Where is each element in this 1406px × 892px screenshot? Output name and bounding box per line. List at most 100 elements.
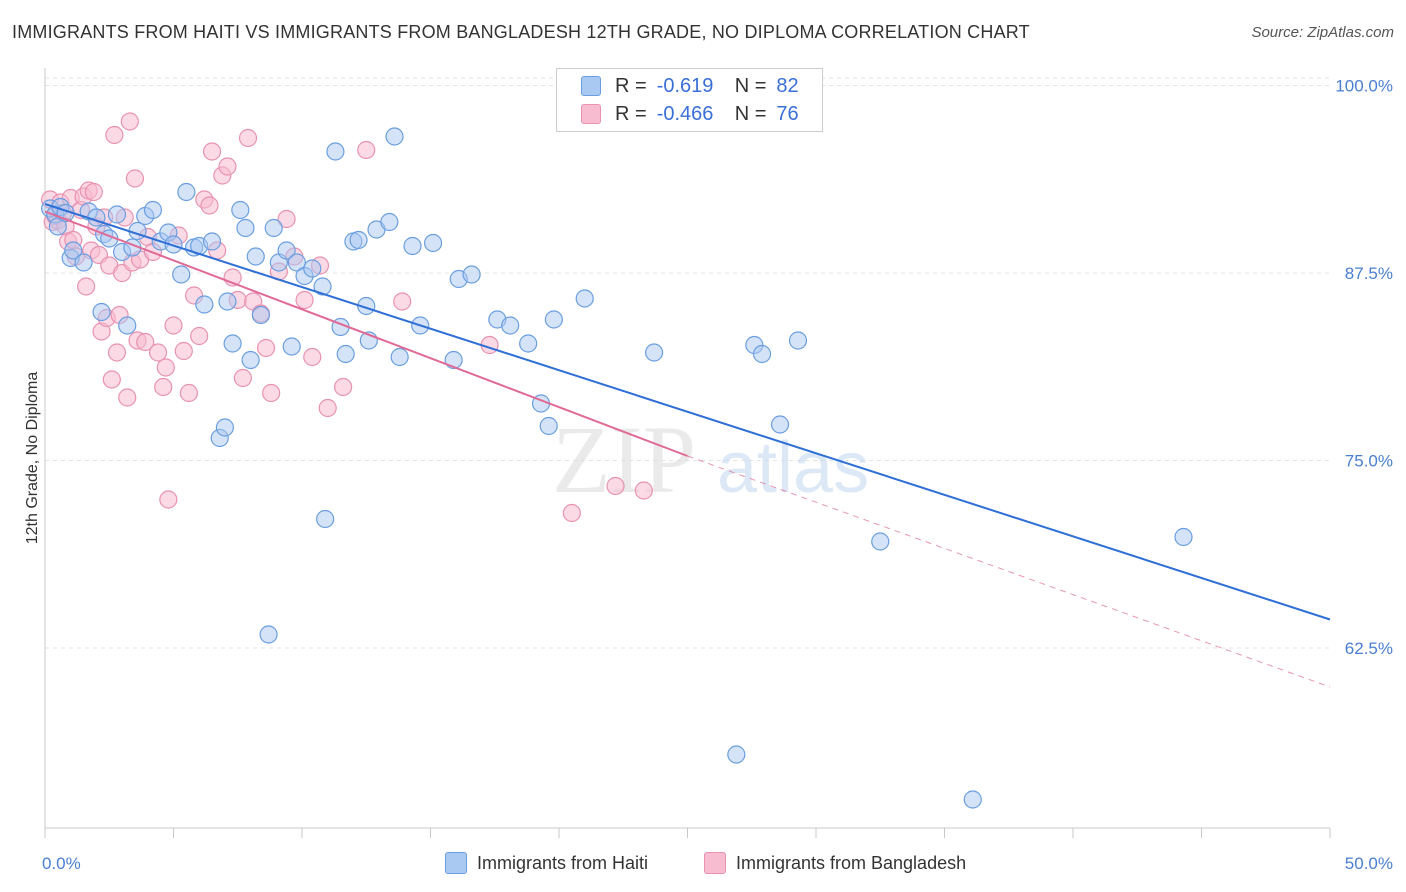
haiti-point-2 (48, 217, 67, 236)
chart-title: IMMIGRANTS FROM HAITI VS IMMIGRANTS FROM… (12, 22, 1030, 42)
haiti-point-32 (223, 334, 242, 353)
bangladesh-swatch (581, 104, 601, 124)
haiti-point-42 (282, 337, 301, 356)
haiti-point-13 (107, 205, 127, 224)
bangladesh-point-57 (238, 128, 258, 148)
haiti-point-47 (316, 509, 335, 529)
bangladesh-legend-label: Immigrants from Bangladesh (736, 852, 967, 873)
bangladesh-point-32 (125, 169, 145, 188)
bangladesh-r-label: R = (615, 102, 647, 125)
bangladesh-trend-extension (687, 455, 1331, 688)
bangladesh-point-38 (148, 343, 168, 362)
haiti-point-66 (501, 316, 520, 335)
bangladesh-point-35 (136, 332, 155, 352)
bangladesh-point-16 (84, 182, 103, 202)
haiti-trend-line (44, 203, 1331, 621)
bangladesh-point-60 (256, 338, 276, 358)
bangladesh-point-49 (200, 196, 219, 215)
haiti-point-76 (770, 415, 790, 434)
haiti-point-41 (277, 241, 296, 260)
haiti-point-31 (218, 292, 237, 311)
bangladesh-point-71 (393, 292, 412, 311)
haiti-point-43 (287, 253, 306, 272)
haiti-point-33 (231, 200, 250, 220)
haiti-point-10 (92, 302, 111, 322)
haiti-point-71 (575, 289, 594, 308)
haiti-point-46 (313, 277, 332, 296)
haiti-swatch (581, 76, 601, 96)
haiti-point-48 (326, 142, 345, 161)
x-tick-label-0: 0.0% (42, 854, 81, 873)
bangladesh-point-40 (156, 358, 175, 377)
haiti-point-64 (462, 265, 481, 284)
haiti-point-56 (380, 212, 399, 232)
haiti-point-24 (177, 182, 196, 202)
bangladesh-point-70 (357, 140, 376, 160)
haiti-point-67 (519, 334, 538, 353)
bangladesh-point-47 (190, 326, 209, 346)
bangladesh-point-25 (107, 343, 127, 362)
y-tick-label-0: 100.0% (1335, 77, 1393, 96)
bottom-legend-haiti: Immigrants from Haiti (445, 852, 648, 874)
haiti-point-7 (74, 253, 93, 272)
haiti-point-73 (727, 745, 746, 764)
haiti-point-23 (172, 265, 191, 284)
x-tick-label-1: 50.0% (1345, 854, 1393, 873)
bangladesh-point-65 (295, 290, 314, 310)
bangladesh-point-24 (105, 125, 124, 145)
bangladesh-r-value: -0.466 (656, 102, 714, 125)
bangladesh-n-label: N = (734, 102, 767, 125)
haiti-point-52 (349, 230, 368, 250)
haiti-point-79 (963, 790, 982, 809)
bangladesh-point-68 (318, 398, 337, 418)
bangladesh-point-42 (164, 316, 183, 335)
bangladesh-point-23 (102, 370, 121, 389)
bangladesh-point-75 (634, 481, 653, 500)
bangladesh-point-56 (233, 368, 252, 388)
y-tick-label-1: 87.5% (1345, 264, 1393, 283)
haiti-point-57 (385, 127, 404, 146)
haiti-point-61 (423, 233, 443, 253)
haiti-point-19 (143, 200, 163, 220)
haiti-point-50 (336, 344, 355, 364)
y-tick-labels: 100.0% 87.5% 75.0% 62.5% (1335, 77, 1393, 659)
watermark-atlas: atlas (717, 428, 869, 508)
bangladesh-point-30 (120, 112, 139, 131)
haiti-points (41, 127, 1193, 809)
haiti-point-30 (215, 418, 234, 437)
bangladesh-point-66 (303, 347, 322, 367)
bangladesh-trend-line (44, 210, 688, 457)
haiti-point-72 (644, 343, 664, 362)
haiti-point-45 (303, 259, 322, 278)
haiti-point-39 (264, 218, 283, 238)
x-tick-labels: 0.0% 50.0% (42, 854, 1393, 873)
bangladesh-point-74 (606, 476, 625, 496)
haiti-point-59 (403, 236, 422, 256)
haiti-r-label: R = (615, 74, 647, 97)
haiti-point-80 (1174, 527, 1193, 547)
y-tick-label-3: 62.5% (1345, 639, 1393, 658)
bangladesh-point-50 (202, 142, 222, 161)
y-tick-label-2: 75.0% (1345, 452, 1393, 471)
bangladesh-point-39 (154, 377, 173, 397)
y-axis-title: 12th Grade, No Diploma (24, 372, 41, 545)
haiti-point-62 (444, 350, 463, 370)
haiti-point-6 (64, 241, 83, 260)
haiti-point-78 (871, 532, 890, 551)
haiti-point-70 (544, 310, 563, 329)
haiti-point-36 (246, 247, 265, 266)
stats-legend: R = -0.619 N = 82 R = -0.466 N = 76 (556, 68, 823, 132)
watermark-zip: ZIP (552, 406, 696, 513)
bangladesh-legend-swatch (704, 852, 726, 874)
trend-lines (44, 203, 1331, 688)
bottom-legend-bangladesh: Immigrants from Bangladesh (704, 852, 966, 874)
haiti-legend-label: Immigrants from Haiti (477, 852, 649, 873)
haiti-point-69 (539, 416, 558, 436)
haiti-r-value: -0.619 (656, 74, 714, 97)
bangladesh-point-73 (562, 503, 581, 523)
bangladesh-point-29 (118, 388, 137, 407)
bangladesh-point-53 (218, 157, 237, 176)
bangladesh-point-41 (159, 490, 178, 509)
source-label: Source: ZipAtlas.com (1251, 24, 1394, 41)
